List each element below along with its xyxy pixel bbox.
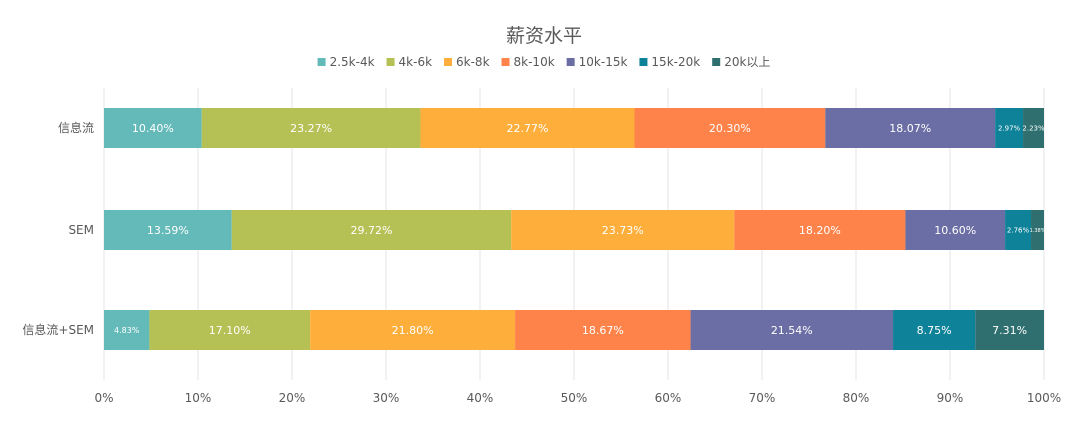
x-tick-label: 70% [749, 391, 776, 405]
legend-swatch [712, 58, 721, 66]
bar-row: 4.83% 17.10% 21.80% 18.67% 21.54% 8.75% 7.31% [104, 310, 1044, 350]
x-axis-ticks: 0% 10% 20% 30% 40% 50% 60% 70% 80% 90% 100% [94, 391, 1061, 405]
bar-row: 13.59% 29.72% 23.73% 18.20% 10.60% 2.76% 1.38% [104, 210, 1046, 250]
legend-label: 20k以上 [724, 55, 770, 69]
category-label: 信息流 [58, 120, 94, 135]
legend: 2.5k-4k 4k-6k 6k-8k 8k-10k 10k-15k 15k-20k 20k… [317, 55, 770, 69]
x-tick-label: 100% [1027, 391, 1061, 405]
legend-label: 2.5k-4k [330, 55, 375, 69]
bar-segment [975, 310, 1044, 350]
bar-segment [995, 108, 1024, 148]
bar-segment [420, 108, 635, 148]
legend-swatch [566, 58, 575, 66]
data-label: 1.38% [1030, 228, 1046, 234]
data-label: 29.72% [351, 224, 393, 237]
bar-segment [893, 310, 976, 350]
bar-segment [515, 310, 691, 350]
x-tick-label: 10% [185, 391, 212, 405]
bar-segment [104, 108, 202, 148]
data-label: 18.20% [799, 224, 841, 237]
legend-label: 8k-10k [514, 55, 555, 69]
legend-swatch [444, 58, 453, 66]
bar-segment [201, 108, 421, 148]
legend-label: 15k-20k [651, 55, 700, 69]
legend-item: 4k-6k [386, 55, 433, 69]
legend-item: 6k-8k [444, 55, 490, 69]
bar-segment [905, 210, 1006, 250]
chart-title: 薪资水平 [506, 25, 582, 47]
legend-swatch [317, 58, 326, 66]
category-label: SEM [68, 223, 94, 237]
legend-item: 8k-10k [501, 55, 555, 69]
bars: 10.40% 23.27% 22.77% 20.30% 18.07% 2.97% 2.23%… [104, 108, 1046, 350]
bar-segment [1005, 210, 1032, 250]
data-label: 22.77% [506, 122, 548, 135]
legend-item: 15k-20k [639, 55, 700, 69]
bar-segment [690, 310, 894, 350]
data-label: 2.23% [1022, 125, 1045, 133]
data-label: 2.76% [1007, 227, 1030, 235]
bar-segment [104, 210, 232, 250]
legend-label: 10k-15k [579, 55, 628, 69]
legend-swatch [386, 58, 395, 66]
bar-segment [1023, 108, 1044, 148]
x-tick-label: 60% [655, 391, 682, 405]
data-label: 21.80% [392, 324, 434, 337]
bar-segment [734, 210, 906, 250]
bar-segment [825, 108, 996, 148]
bar-segment [310, 310, 516, 350]
data-label: 18.67% [582, 324, 624, 337]
x-tick-label: 0% [94, 391, 113, 405]
bar-segment [1031, 210, 1044, 250]
x-tick-label: 80% [843, 391, 870, 405]
data-label: 13.59% [147, 224, 189, 237]
data-label: 18.07% [889, 122, 931, 135]
legend-label: 4k-6k [399, 55, 433, 69]
legend-item: 10k-15k [566, 55, 628, 69]
x-tick-label: 30% [373, 391, 400, 405]
data-label: 10.40% [132, 122, 174, 135]
data-label: 21.54% [771, 324, 813, 337]
legend-item: 2.5k-4k [317, 55, 375, 69]
data-label: 23.73% [602, 224, 644, 237]
bar-segment [511, 210, 735, 250]
bar-row: 10.40% 23.27% 22.77% 20.30% 18.07% 2.97% 2.23% [104, 108, 1045, 148]
data-label: 17.10% [209, 324, 251, 337]
data-label: 20.30% [709, 122, 751, 135]
legend-swatch [501, 58, 510, 66]
bar-segment [104, 310, 150, 350]
category-label: 信息流+SEM [22, 322, 94, 337]
data-label: 8.75% [917, 324, 952, 337]
x-tick-label: 20% [279, 391, 306, 405]
bar-segment [231, 210, 512, 250]
data-label: 2.97% [998, 125, 1021, 133]
data-label: 10.60% [934, 224, 976, 237]
data-label: 23.27% [290, 122, 332, 135]
legend-label: 6k-8k [456, 55, 490, 69]
data-label: 4.83% [114, 326, 140, 335]
legend-item: 20k以上 [712, 55, 770, 69]
x-tick-label: 40% [467, 391, 494, 405]
legend-swatch [639, 58, 648, 66]
x-tick-label: 50% [561, 391, 588, 405]
bar-segment [634, 108, 826, 148]
category-labels: 信息流 SEM 信息流+SEM [22, 120, 94, 337]
bar-segment [149, 310, 311, 350]
x-tick-label: 90% [937, 391, 964, 405]
data-label: 7.31% [992, 324, 1027, 337]
